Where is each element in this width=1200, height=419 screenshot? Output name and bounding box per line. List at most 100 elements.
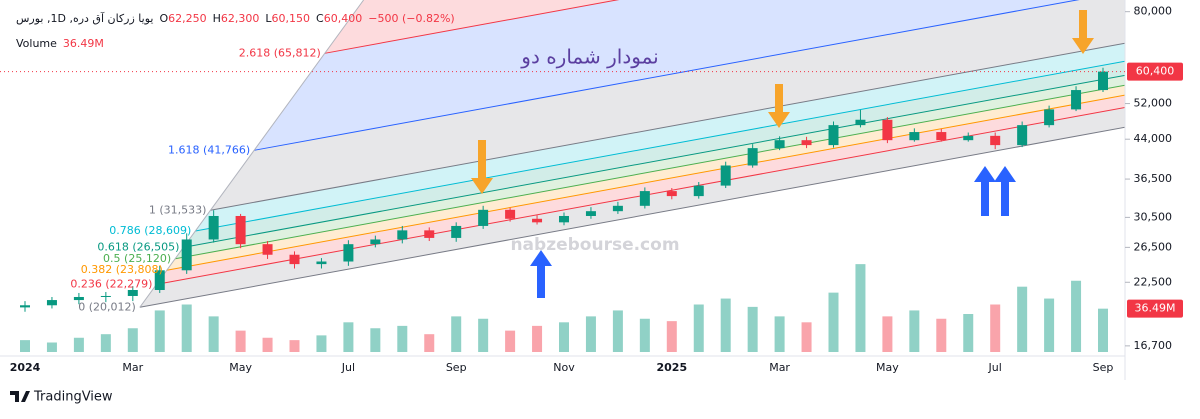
fib-level-line: [166, 94, 1125, 271]
volume-bar: [855, 264, 866, 352]
volume-bar: [909, 310, 920, 352]
candle-body: [990, 135, 1001, 146]
volume-title: Volume: [16, 37, 57, 50]
candle-body: [208, 215, 219, 240]
candle-body: [478, 209, 489, 226]
y-tick-label: 26,500: [1134, 240, 1173, 253]
candle-body: [909, 132, 920, 141]
candle-body: [73, 296, 84, 301]
volume-bar: [505, 330, 516, 352]
ohlc-key: O: [159, 12, 169, 25]
volume-bar: [1098, 308, 1108, 352]
volume-bar: [559, 322, 569, 352]
candle-body: [882, 119, 893, 141]
x-tick-label: Nov: [553, 361, 575, 374]
arrow-down: [768, 84, 790, 128]
candle-body: [262, 244, 273, 255]
volume-bar: [1017, 286, 1028, 352]
candle-body: [666, 191, 677, 197]
volume-bar: [666, 321, 677, 352]
volume-bar: [397, 325, 408, 352]
candle-body: [127, 289, 138, 296]
volume-bar: [828, 292, 839, 352]
candle-body: [747, 148, 758, 166]
candle-body: [693, 185, 704, 197]
candle-body: [559, 215, 569, 223]
fib-level-label: 1.618 (41,766): [168, 143, 250, 156]
arrows: [471, 10, 1094, 194]
fib-level-line: [254, 0, 1080, 151]
candle-body: [370, 239, 381, 245]
fib-band: [139, 107, 1125, 308]
arrows: [530, 166, 1016, 298]
change: −500 (−0.82%): [368, 12, 455, 25]
volume-tag: [1127, 299, 1183, 318]
candle-body: [20, 305, 30, 308]
candle-body: [963, 135, 974, 141]
volume-bar: [936, 318, 947, 352]
fib-level-line: [183, 74, 1125, 248]
volume-bar: [154, 310, 165, 352]
candle-body: [639, 191, 650, 206]
candle-body: [100, 295, 111, 297]
fib-band: [195, 43, 1125, 232]
y-tick-label: 22,500: [1134, 275, 1173, 288]
candle-body: [154, 270, 165, 290]
brand-name: TradingView: [33, 390, 113, 405]
arrow-down: [471, 140, 493, 194]
x-tick-label: Mar: [769, 361, 790, 374]
volume-bar: [532, 325, 543, 352]
volume-bar: [774, 316, 785, 352]
brand-logo: [10, 391, 30, 402]
volume-bar: [1071, 280, 1082, 352]
volume-bar: [235, 330, 246, 352]
fib-level-label: 0.618 (26,505): [97, 240, 179, 253]
volume-pane: [20, 264, 1108, 352]
last-price-label: 60,400: [1136, 65, 1175, 78]
candle-body: [936, 132, 947, 141]
fib-level-line: [195, 60, 1125, 232]
fib-level-line: [210, 42, 1125, 211]
fib-level-line: [175, 84, 1125, 260]
candle-body: [1071, 90, 1082, 110]
candle-body: [720, 165, 731, 186]
x-tick-label: Jul: [988, 361, 1002, 374]
volume-bar: [73, 337, 84, 352]
candle-body: [46, 300, 57, 306]
volume-bar: [289, 340, 300, 352]
volume-bar: [747, 306, 758, 352]
y-tick-label: 30,500: [1134, 210, 1173, 223]
candle-body: [181, 239, 192, 271]
ohlc-value: 62,250: [168, 12, 207, 25]
candle-body: [343, 244, 354, 262]
y-tick-label: 16,700: [1134, 339, 1173, 352]
axes: 80,000 52,000 44,000 36,500 30,500 26,500 22,5…: [0, 0, 1172, 380]
volume-bar: [20, 340, 30, 352]
y-tick-label: 80,000: [1134, 5, 1173, 18]
fib-band: [210, 0, 1125, 211]
volume-bar: [801, 322, 812, 352]
volume-bar: [585, 316, 596, 352]
candle-body: [505, 209, 516, 219]
candle-body: [774, 140, 785, 149]
fib-level-line: [139, 126, 1125, 308]
volume-bar: [693, 304, 704, 352]
price-pane: [20, 67, 1108, 312]
watermark: nabzebourse.com: [510, 235, 679, 255]
candle-body: [1017, 125, 1028, 146]
volume-bar: [963, 314, 974, 352]
volume-legend: Volume 36.49M: [16, 37, 104, 50]
candle-body: [585, 211, 596, 216]
volume-bar: [46, 342, 57, 352]
volume-bar: [370, 328, 381, 352]
arrow-up: [994, 166, 1016, 216]
candle-body: [1044, 109, 1055, 126]
candle-body: [424, 230, 435, 238]
y-tick-label: 44,000: [1134, 132, 1173, 145]
x-tick-label: 2024: [10, 361, 41, 374]
candle-body: [855, 119, 866, 126]
x-tick-label: Jul: [341, 361, 355, 374]
volume-bar: [262, 337, 273, 352]
candle-body: [1098, 71, 1108, 91]
